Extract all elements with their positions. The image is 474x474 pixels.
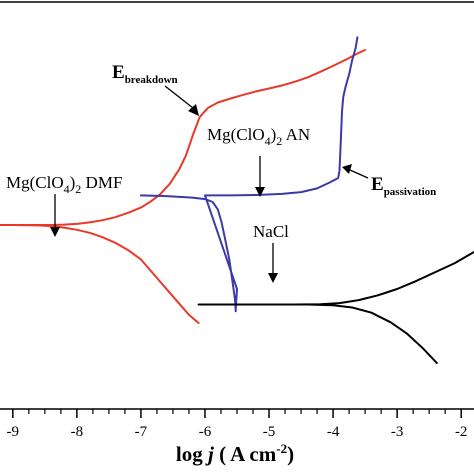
x-axis-ticks xyxy=(12,409,462,418)
x-tick-label: -9 xyxy=(7,424,20,440)
x-tick-label: -3 xyxy=(391,424,404,440)
x-tick-label: -4 xyxy=(327,424,340,440)
x-tick-label: -7 xyxy=(135,424,148,440)
annotation-an: Mg(ClO4)2 AN xyxy=(207,125,310,197)
x-tick-label: -6 xyxy=(199,424,212,440)
annotation-dmf-arrowhead xyxy=(50,227,60,237)
x-tick-label: -8 xyxy=(71,424,84,440)
annotation-passivation: Epassivation xyxy=(342,164,436,198)
series-line-1 xyxy=(0,49,367,324)
annotation-dmf-label: Mg(ClO4)2 DMF xyxy=(6,173,122,196)
annotation-breakdown-label: Ebreakdown xyxy=(112,62,178,86)
annotation-breakdown: Ebreakdown xyxy=(112,62,199,116)
annotation-nacl: NaCl xyxy=(253,222,289,283)
series-layer xyxy=(0,36,474,364)
annotation-breakdown-arrowhead xyxy=(188,104,199,116)
series-line-3 xyxy=(197,251,474,364)
annotation-dmf: Mg(ClO4)2 DMF xyxy=(6,173,122,237)
annotation-nacl-arrowhead xyxy=(268,273,278,283)
annotation-nacl-label: NaCl xyxy=(253,222,289,241)
x-tick-label: -2 xyxy=(455,424,468,440)
annotation-passivation-arrowhead xyxy=(342,164,352,174)
annotation-an-label: Mg(ClO4)2 AN xyxy=(207,125,310,148)
annotation-breakdown-arrow xyxy=(164,85,194,109)
annotation-passivation-label: Epassivation xyxy=(371,174,436,198)
series-line-2 xyxy=(139,36,359,313)
x-axis-tick-labels: -9 -8 -7 -6 -5 -4 -3 -2 xyxy=(7,424,468,440)
annotation-an-arrowhead xyxy=(255,187,265,197)
annotation-passivation-arrow xyxy=(349,169,369,179)
x-tick-label: -5 xyxy=(263,424,276,440)
x-axis-title: log j ( A cm-2) xyxy=(176,441,294,466)
